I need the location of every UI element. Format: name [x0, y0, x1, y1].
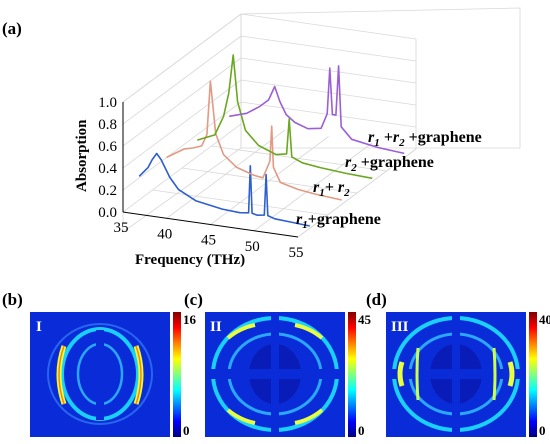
x-tick-label: 45: [201, 233, 216, 249]
left-wall: [122, 13, 242, 233]
grid-line: [181, 167, 358, 194]
hotspot-br: [294, 408, 324, 425]
hotspot-left: [397, 361, 405, 387]
back-wall-grid: [240, 13, 417, 128]
y-axis-label: Absorption: [74, 119, 90, 192]
hotspot-tl: [226, 323, 256, 340]
x-tick-labels: 35 40 45 50 55: [114, 220, 304, 261]
y-tick-labels: 0.0 0.2 0.4 0.6 0.8 1.0: [98, 95, 117, 221]
grid-edge: [297, 39, 417, 238]
outer-ring: [47, 323, 153, 425]
series-line: [229, 65, 405, 155]
field-map-I: I 16 0: [30, 312, 197, 438]
y-tick-label: 0.6: [98, 139, 117, 155]
left-wall-grid: [122, 13, 242, 191]
grid-line: [122, 79, 242, 169]
y-tick-label: 0.8: [98, 117, 117, 133]
hotspot-bl: [226, 408, 256, 425]
colorbar: [529, 312, 537, 437]
plot-3d-box: 0.0 0.2 0.4 0.6 0.8 1.0 35 40 45 50 55 Absorption…: [74, 7, 521, 268]
floor-grid: [122, 39, 417, 238]
x-axis: [122, 211, 299, 238]
x-tick-label: 40: [157, 226, 172, 242]
panel-label-d: (d): [366, 290, 387, 309]
field-map-II: II 45 0: [205, 312, 372, 438]
panel-label-a: (a): [2, 19, 22, 38]
y-tick-label: 0.2: [98, 183, 117, 199]
grid-line: [122, 13, 242, 103]
inner-hot-left: [415, 347, 420, 401]
colorbar-min: 0: [539, 423, 546, 438]
y-tick-label: 0.4: [98, 161, 117, 177]
series-label-r1-graphene: r1+graphene: [296, 211, 381, 231]
colorbar-max: 40: [539, 312, 550, 327]
x-axis-label: Frequency (THz): [135, 252, 245, 268]
grid-line: [240, 101, 417, 128]
field-map-III: III 40 0: [386, 312, 550, 438]
y-tick-label: 1.0: [98, 95, 117, 111]
series-label-r2-graphene: r2 +graphene: [345, 154, 434, 174]
map-roman-I: I: [36, 319, 42, 335]
series-line: [166, 80, 342, 201]
series-label-r1-r2: r1+ r2: [313, 179, 350, 199]
colorbar: [348, 312, 356, 437]
series-lines: [138, 54, 405, 227]
grid-line: [240, 13, 417, 40]
colorbar-max: 16: [183, 312, 197, 327]
grid-line: [122, 57, 242, 147]
x-tick-label: 55: [289, 245, 304, 261]
colorbar-min: 0: [183, 423, 190, 438]
colorbar-min: 0: [358, 423, 365, 438]
inner-hot-right: [492, 347, 497, 401]
map-roman-II: II: [210, 319, 222, 335]
series-label-r1-r2-graphene: r1 +r2 +graphene: [368, 129, 482, 149]
x-tick-label: 50: [245, 239, 260, 255]
x-tick-label: 35: [114, 220, 129, 236]
grid-line: [211, 145, 387, 172]
series-line: [197, 54, 373, 180]
colorbar: [173, 312, 181, 437]
grid-line: [240, 35, 417, 62]
panel-label-b: (b): [2, 290, 23, 309]
right-hotspot-core: [135, 345, 142, 405]
map-roman-III: III: [391, 319, 409, 335]
panel-label-c: (c): [184, 290, 203, 309]
left-hotspot-core: [58, 345, 65, 405]
grid-line: [122, 35, 242, 125]
y-tick-label: 0.0: [98, 205, 117, 221]
series-line: [138, 152, 310, 227]
grid-line: [122, 101, 242, 191]
colorbar-max: 45: [358, 312, 372, 327]
hotspot-right: [507, 361, 515, 387]
hotspot-tr: [294, 323, 324, 340]
grid-line: [152, 189, 328, 216]
grid-line: [240, 57, 417, 84]
